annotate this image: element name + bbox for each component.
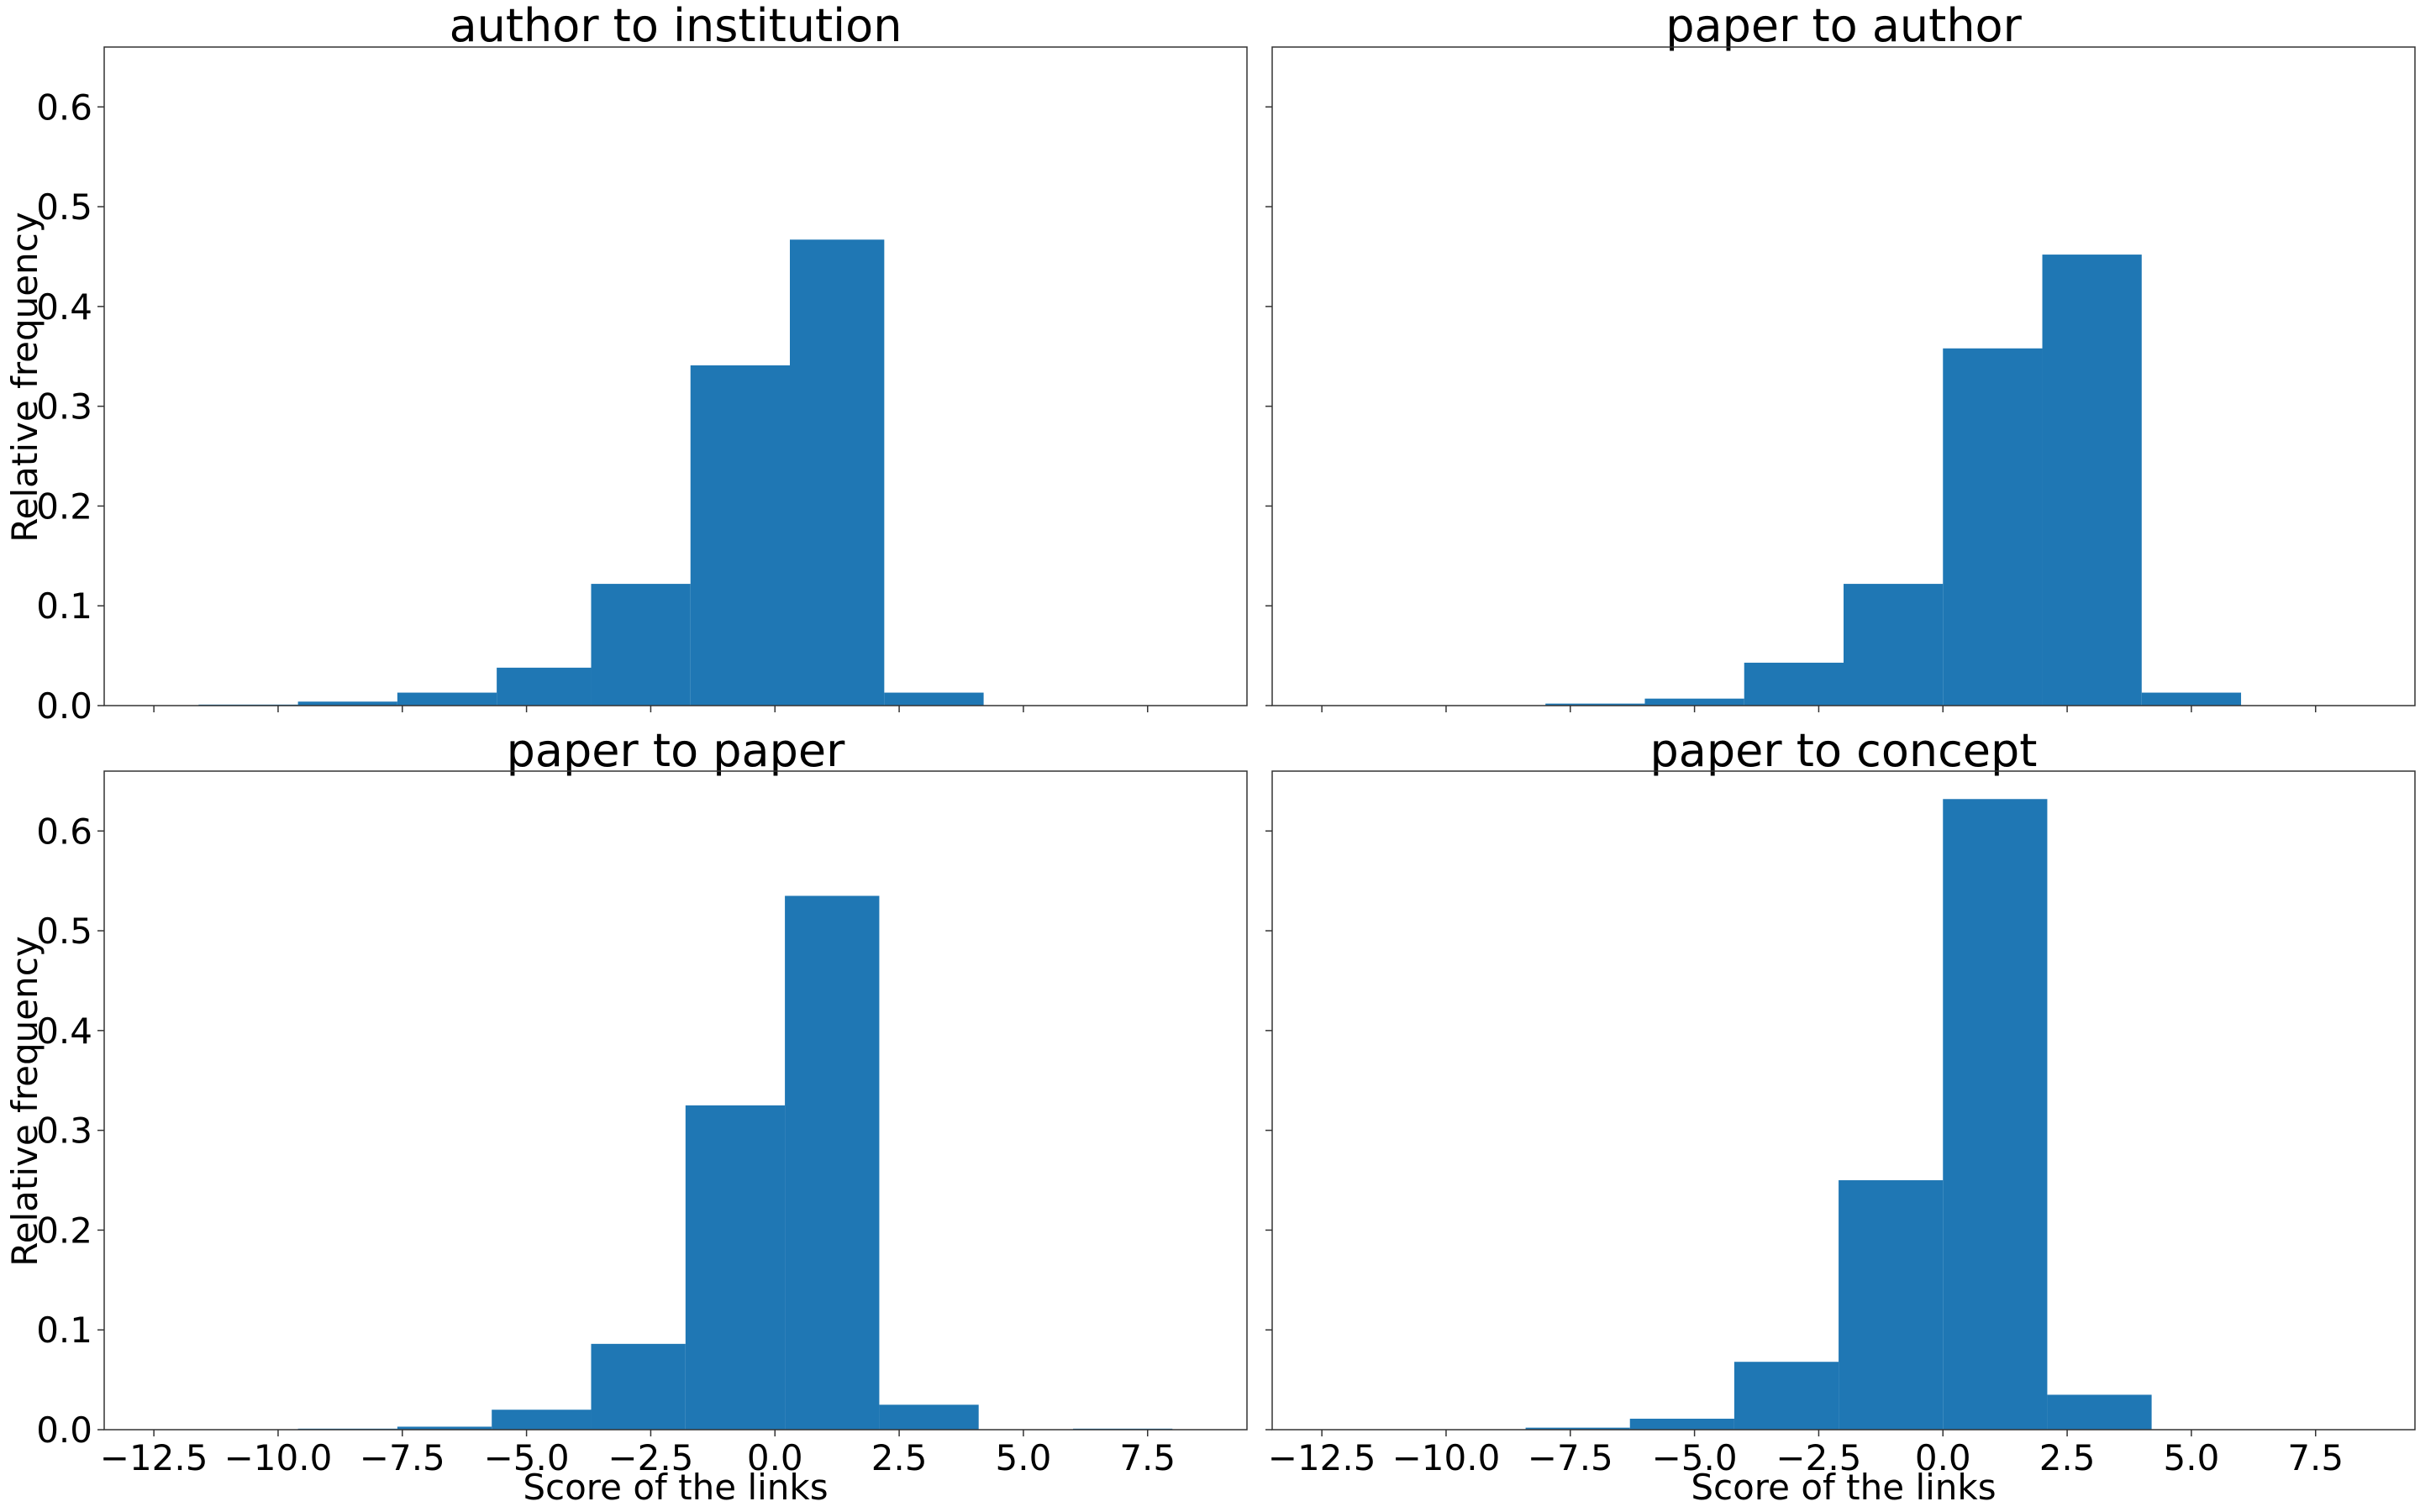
x-tick-label: −10.0 [224,1437,333,1478]
y-tick-label: 0.6 [36,811,92,852]
x-tick-label: −7.5 [1528,1437,1613,1478]
y-tick-label: 0.1 [36,1310,92,1351]
histogram-bar [1744,662,1844,706]
x-axis-label: Score of the links [1691,1467,1996,1508]
x-tick-label: 7.5 [1119,1437,1176,1478]
x-tick-label: 2.5 [871,1437,928,1478]
x-tick-label: 7.5 [2287,1437,2344,1478]
y-tick-label: 0.0 [36,1410,92,1451]
panel-title: paper to paper [507,724,845,777]
histogram-bar [1943,348,2043,706]
y-tick-label: 0.2 [36,1210,92,1251]
histogram-bar [2141,692,2242,706]
y-tick-label: 0.4 [36,1011,92,1052]
axes-frame [103,46,1248,706]
x-tick-label: −12.5 [100,1437,208,1478]
bars [1545,255,2242,706]
histogram-bar [1629,1418,1734,1430]
panel-title: author to institution [450,0,902,52]
bars [1525,799,2152,1430]
histogram-bar [591,1343,686,1430]
y-tick-label: 0.3 [36,1110,92,1152]
y-tick-label: 0.6 [36,87,92,128]
x-ticks: −12.5 −10.0 −7.5 −5.0 −2.5 0.0 2.5 5.0 7.5 [1268,1430,2344,1478]
x-ticks [1321,706,2317,712]
y-axis-label: Relative frequency [4,936,45,1266]
panel-title: paper to concept [1650,724,2038,777]
histogram-bar [492,1410,592,1430]
x-tick-label: 5.0 [2164,1437,2220,1478]
histogram-bar [884,692,984,706]
panel-paper-to-concept: paper to concept Score of the links −12.… [1265,724,2416,1508]
y-tick-label: 0.2 [36,486,92,527]
y-tick-label: 0.3 [36,386,92,428]
panel-title: paper to author [1665,0,2022,52]
x-tick-label: −10.0 [1392,1437,1501,1478]
y-ticks [1265,830,1272,1431]
histogram-bar [1644,698,1744,706]
histogram-bar [497,667,592,706]
x-tick-label: 0.0 [747,1437,803,1478]
x-tick-label: 0.0 [1915,1437,1971,1478]
x-tick-label: 2.5 [2039,1437,2096,1478]
histogram-bar [879,1404,979,1430]
x-tick-label: −12.5 [1268,1437,1376,1478]
panel-paper-to-author: paper to author [1265,0,2416,712]
x-ticks: −12.5 −10.0 −7.5 −5.0 −2.5 0.0 2.5 5.0 7.5 [100,1430,1176,1478]
histogram-bar [1733,1362,1839,1430]
y-ticks: 0.0 0.1 0.2 0.3 0.4 0.5 0.6 [36,87,104,727]
y-tick-label: 0.5 [36,186,92,228]
histogram-bar [690,365,790,706]
histogram-bar [397,1426,492,1430]
histogram-bar [685,1105,786,1430]
histogram-bar [2042,255,2142,706]
bars [297,895,1173,1430]
x-tick-label: −5.0 [1652,1437,1738,1478]
x-tick-label: −5.0 [484,1437,570,1478]
histogram-bar [785,895,880,1430]
panel-paper-to-paper: paper to paper Relative frequency Score … [4,724,1248,1508]
y-tick-label: 0.0 [36,685,92,727]
histogram-bar [1525,1427,1630,1430]
y-tick-label: 0.5 [36,911,92,952]
x-axis-label: Score of the links [523,1467,828,1508]
x-tick-label: −2.5 [1776,1437,1861,1478]
axes-frame [1271,46,2416,706]
axes-frame [1271,770,2416,1431]
histogram-bar [1839,1180,1944,1430]
x-ticks [153,706,1149,712]
histogram-bar [1844,584,1944,706]
x-tick-label: −2.5 [608,1437,693,1478]
panel-author-to-institution: author to institution Relative frequency… [4,0,1248,727]
histogram-bar [790,239,885,706]
histogram-bar [2047,1394,2152,1430]
y-ticks: 0.0 0.1 0.2 0.3 0.4 0.5 0.6 [36,811,104,1451]
histogram-bar [397,692,497,706]
y-ticks [1265,106,1272,706]
bars [198,239,984,706]
x-tick-label: 5.0 [996,1437,1052,1478]
y-tick-label: 0.1 [36,585,92,627]
y-tick-label: 0.4 [36,286,92,328]
histogram-bar [1943,799,2048,1430]
histogram-bar [1545,703,1645,706]
axes-frame [103,770,1248,1431]
histogram-bar [591,584,691,706]
histogram-bar [297,701,397,706]
y-axis-label: Relative frequency [4,212,45,542]
x-tick-label: −7.5 [360,1437,445,1478]
